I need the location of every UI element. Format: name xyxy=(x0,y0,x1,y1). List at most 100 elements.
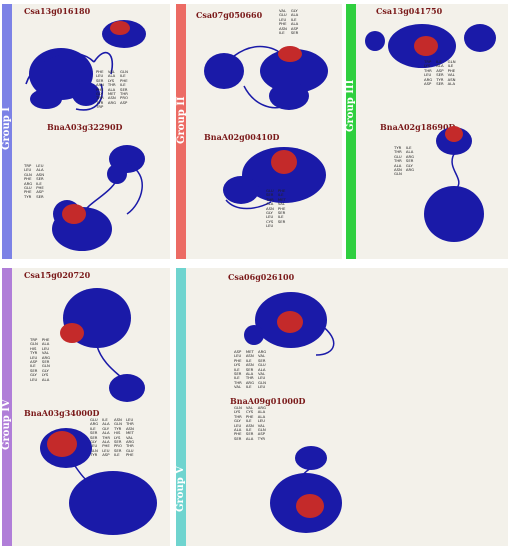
protein-label-csa15g020720: Csa15g020720 xyxy=(24,270,91,280)
residue: GLY xyxy=(102,425,110,431)
binding-site-bnaa09g01000d xyxy=(296,494,324,518)
residue: GLU xyxy=(90,417,98,422)
residue: TYR xyxy=(394,145,402,150)
residue: VAL xyxy=(447,72,455,78)
residue: TYR xyxy=(436,76,444,82)
residue: SER xyxy=(277,210,286,216)
residue: GLN xyxy=(258,379,266,385)
residue: LEU xyxy=(234,422,242,428)
residue: GLU xyxy=(279,12,287,18)
residue: THR xyxy=(234,413,242,419)
residue: ASP xyxy=(36,189,44,195)
residue: ASP xyxy=(290,25,299,31)
residue: LEU xyxy=(266,214,274,220)
residue: LEU xyxy=(125,417,134,422)
residue: ALA xyxy=(41,341,50,347)
residue: ASN xyxy=(125,425,134,431)
residue: ALA xyxy=(107,86,116,92)
residue: GLY xyxy=(405,162,413,168)
protein-label-bnaa02g18690d: BnaA02g18690D xyxy=(380,122,456,132)
residue: THR xyxy=(394,149,402,155)
residue-list-csa07g050660: VAL GLY GLU ALA LEU ILE PHE ALA ASN ASP ILE SE… xyxy=(279,8,299,36)
residue: ALA xyxy=(405,149,414,155)
residue: ALA xyxy=(447,81,456,87)
residue: ILE xyxy=(234,375,240,381)
residue: GLN xyxy=(120,69,128,74)
residue: LEU xyxy=(102,447,110,453)
residue: LEU xyxy=(96,73,104,79)
residue: SER xyxy=(290,30,299,36)
group-iv-label: Group IV xyxy=(2,399,12,450)
residue: LEU xyxy=(234,353,242,359)
residue: LYS xyxy=(424,63,431,69)
residue: GLY xyxy=(96,91,103,97)
residue: ARG xyxy=(405,153,415,159)
panel-group-iii: Group III Csa13g041750 TRP ILE GLN LYS ALA I… xyxy=(346,4,508,259)
residue: SER xyxy=(436,81,444,87)
residue: GLY xyxy=(30,372,37,378)
residue-list-csa06g026100: ASP MET ARG LEU ASN VAL PHE ILE SER LYS ASN GLU … xyxy=(234,349,266,390)
residue: ASP xyxy=(30,359,38,365)
residue: LEU xyxy=(266,223,274,229)
residue: PHE xyxy=(24,189,32,195)
residue: PHE xyxy=(125,452,134,458)
residue: THR xyxy=(96,95,104,101)
panel-group-ii: Group II Csa07g050660 VAL GLY GLU ALA LEU I… xyxy=(176,4,342,259)
residue: GLU xyxy=(258,362,266,368)
residue: THR xyxy=(234,379,242,385)
residue: VAL xyxy=(258,353,266,359)
residue: SER xyxy=(266,192,274,198)
protein-structure-bnaa09g01000d xyxy=(270,446,342,533)
residue: VAL xyxy=(41,350,49,356)
residue: THR xyxy=(266,196,274,202)
residue-list-bnaa09g01000d: GLN VAL ARG LYS CYS ALA THR PHE ALA GLY ILE LEU … xyxy=(234,405,266,441)
binding-site-bnaa02g18690d xyxy=(445,126,463,142)
residue: PHE xyxy=(234,431,242,437)
residue-list-bnaa02g00410d: GLU PHE SER ILE THR MET ALA VAL ASN PHE GLY SE… xyxy=(266,188,286,229)
residue: ARG xyxy=(125,439,135,445)
residue: ALA xyxy=(245,371,254,377)
protein-structure-csa07g050660 xyxy=(204,45,328,110)
protein-label-bnaa09g01000d: BnaA09g01000D xyxy=(230,396,306,406)
residue: SER xyxy=(30,367,38,373)
residue: ALA xyxy=(102,439,110,445)
binding-site-csa06g026100 xyxy=(277,311,303,333)
residue: ARG xyxy=(257,405,266,410)
protein-structure-bnaa02g18690d xyxy=(424,126,484,242)
residue: SER xyxy=(245,366,254,372)
group-i-strip: Group I xyxy=(2,4,12,259)
residue: ASN xyxy=(96,82,104,88)
residue: PHE xyxy=(102,443,110,449)
residue: ILE xyxy=(290,16,297,22)
residue: VAL xyxy=(107,69,115,74)
protein-structure-csa15g020720 xyxy=(60,288,145,402)
residue: ILE xyxy=(245,357,252,363)
residue: LEU xyxy=(424,72,432,78)
residue: PRO xyxy=(114,443,122,449)
residue: GLY xyxy=(266,210,273,216)
residue: VAL xyxy=(257,422,265,428)
residue: SER xyxy=(234,371,242,377)
residue: GLN xyxy=(257,427,266,433)
residue: VAL xyxy=(125,434,134,440)
residue: ASP xyxy=(234,349,242,354)
residue: GLN xyxy=(90,447,98,453)
residue-list-bnaa03g34000d: GLU ILE ASN LEU ARG ALA GLN THR ILE GLY TYR ASN S… xyxy=(90,417,135,458)
residue: PHE xyxy=(279,21,287,27)
residue: ARG xyxy=(24,180,33,186)
residue: LYS xyxy=(41,372,49,378)
residue: TRP xyxy=(424,59,432,64)
residue-list-csa13g016180: PHE VAL GLN LEU ALA ILE SER LYS PHE ASN THR ILE … xyxy=(96,69,128,110)
residue: PHE xyxy=(96,86,104,92)
protein-label-csa06g026100: Csa06g026100 xyxy=(228,272,295,282)
residue: ILE xyxy=(245,427,252,433)
residue: ASN xyxy=(107,95,116,101)
residue: SER xyxy=(436,72,444,78)
residue: THR xyxy=(394,158,402,164)
residue: ALA xyxy=(102,421,110,427)
residue-list-bnaa02g18690d: TYR ILE THR ALA GLU ARG THR SER ALA GLY ASN AR… xyxy=(394,145,415,177)
residue: ALA xyxy=(290,21,299,27)
residue: ASN xyxy=(279,25,287,31)
residue: ASN xyxy=(114,417,122,422)
protein-label-bnaa03g32290d: BnaA03g32290D xyxy=(47,122,123,132)
